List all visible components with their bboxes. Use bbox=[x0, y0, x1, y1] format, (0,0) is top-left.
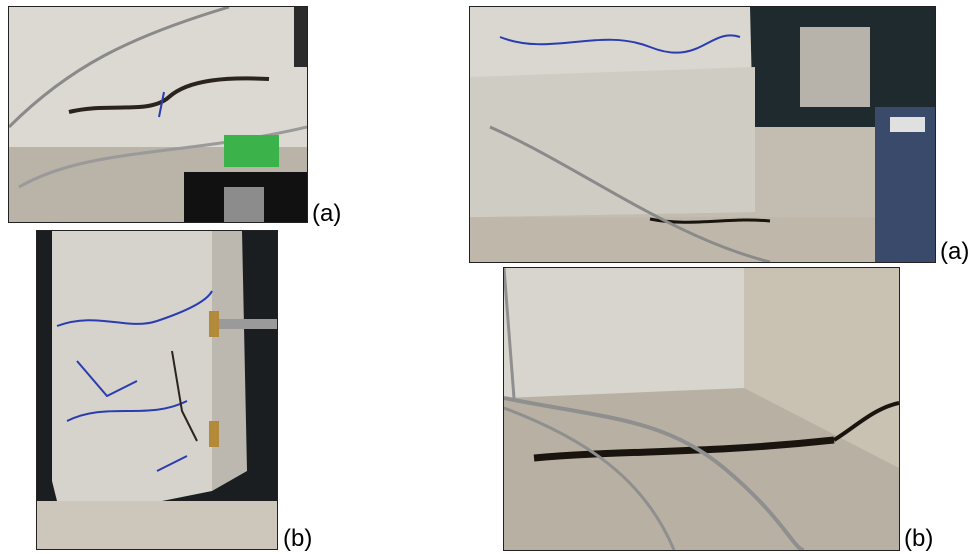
left-photo-a-caption: (a) bbox=[312, 200, 342, 227]
left-photo-a bbox=[8, 6, 308, 223]
right-photo-b-caption: (b) bbox=[904, 525, 934, 552]
right-photo-a-caption: (a) bbox=[940, 238, 970, 265]
left-photo-b-caption: (b) bbox=[283, 525, 313, 552]
left-photo-b bbox=[36, 230, 278, 550]
right-photo-b bbox=[503, 267, 900, 551]
right-photo-a bbox=[469, 6, 936, 263]
